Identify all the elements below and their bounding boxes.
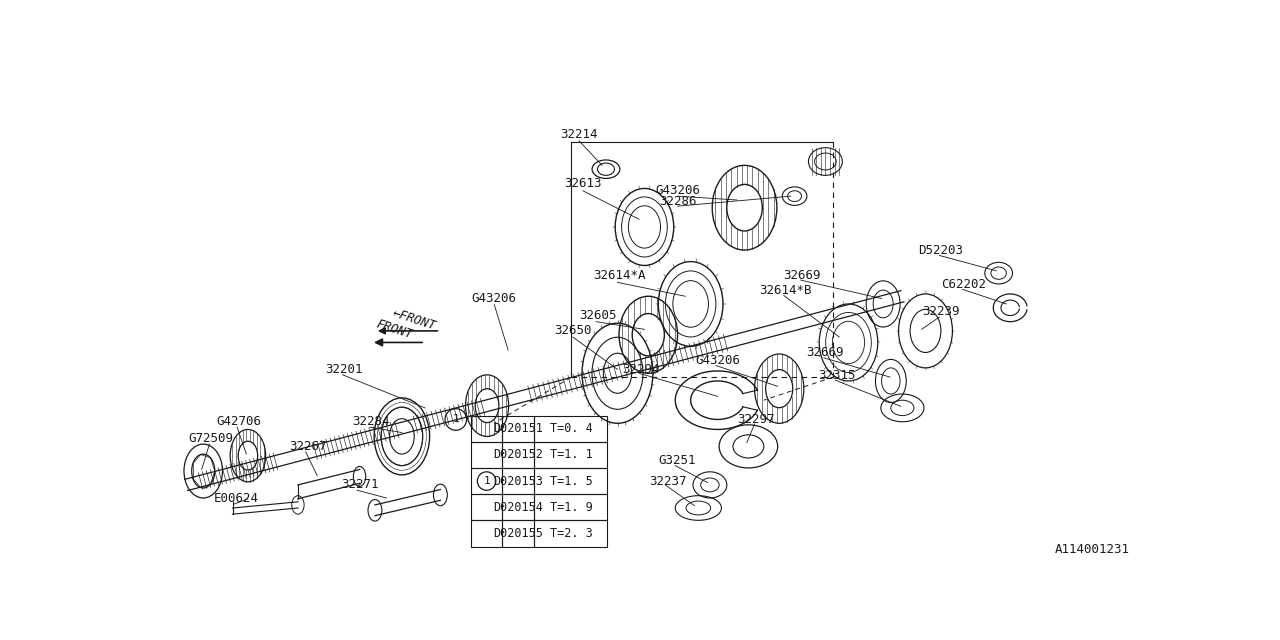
Text: C62202: C62202 bbox=[942, 278, 987, 291]
Text: G43206: G43206 bbox=[472, 292, 517, 305]
Text: D020153: D020153 bbox=[493, 474, 543, 488]
Text: A114001231: A114001231 bbox=[1055, 543, 1129, 556]
Bar bbox=[471, 442, 502, 468]
Text: D020151: D020151 bbox=[493, 422, 543, 435]
Text: G43206: G43206 bbox=[695, 354, 740, 367]
Bar bbox=[534, 415, 608, 442]
Text: T=2. 3: T=2. 3 bbox=[549, 527, 593, 540]
Text: D020152: D020152 bbox=[493, 449, 543, 461]
Text: D020154: D020154 bbox=[493, 500, 543, 514]
Text: 32286: 32286 bbox=[659, 195, 696, 208]
Text: 32605: 32605 bbox=[580, 309, 617, 322]
Text: 32669: 32669 bbox=[806, 346, 844, 359]
Text: T=1. 5: T=1. 5 bbox=[549, 474, 593, 488]
Text: 32315: 32315 bbox=[818, 369, 856, 382]
Bar bbox=[471, 494, 502, 520]
Text: G42706: G42706 bbox=[216, 415, 261, 428]
Text: T=0. 4: T=0. 4 bbox=[549, 422, 593, 435]
Text: T=1. 1: T=1. 1 bbox=[549, 449, 593, 461]
Text: 32297: 32297 bbox=[737, 413, 774, 426]
Text: 32201: 32201 bbox=[325, 363, 364, 376]
Text: 32613: 32613 bbox=[564, 177, 602, 189]
Bar bbox=[534, 442, 608, 468]
Text: T=1. 9: T=1. 9 bbox=[549, 500, 593, 514]
Text: 32294: 32294 bbox=[622, 363, 659, 376]
Bar bbox=[471, 520, 502, 547]
Bar bbox=[502, 442, 534, 468]
Bar bbox=[534, 468, 608, 494]
Text: 32271: 32271 bbox=[340, 479, 379, 492]
Bar bbox=[534, 494, 608, 520]
Text: 32239: 32239 bbox=[922, 305, 960, 318]
Text: 32214: 32214 bbox=[561, 128, 598, 141]
Bar bbox=[502, 520, 534, 547]
Text: 32650: 32650 bbox=[554, 324, 591, 337]
Text: E00624: E00624 bbox=[214, 492, 259, 505]
Bar bbox=[471, 415, 502, 442]
Text: G3251: G3251 bbox=[659, 454, 696, 467]
Bar bbox=[502, 494, 534, 520]
Bar bbox=[471, 468, 502, 494]
Text: 1: 1 bbox=[452, 415, 460, 424]
Bar bbox=[534, 520, 608, 547]
Text: 32237: 32237 bbox=[649, 474, 686, 488]
Bar bbox=[502, 415, 534, 442]
Text: FRONT: FRONT bbox=[374, 317, 413, 341]
Text: G43206: G43206 bbox=[655, 184, 700, 197]
Text: 32267: 32267 bbox=[289, 440, 326, 453]
Text: G72509: G72509 bbox=[188, 432, 233, 445]
Text: D52203: D52203 bbox=[919, 244, 964, 257]
Text: 32284: 32284 bbox=[352, 415, 390, 428]
Bar bbox=[502, 468, 534, 494]
Text: 32614*B: 32614*B bbox=[759, 284, 812, 298]
Text: 32614*A: 32614*A bbox=[594, 269, 646, 282]
Text: 1: 1 bbox=[484, 476, 490, 486]
Text: ←FRONT: ←FRONT bbox=[390, 306, 438, 333]
Text: 32669: 32669 bbox=[783, 269, 820, 282]
Text: D020155: D020155 bbox=[493, 527, 543, 540]
